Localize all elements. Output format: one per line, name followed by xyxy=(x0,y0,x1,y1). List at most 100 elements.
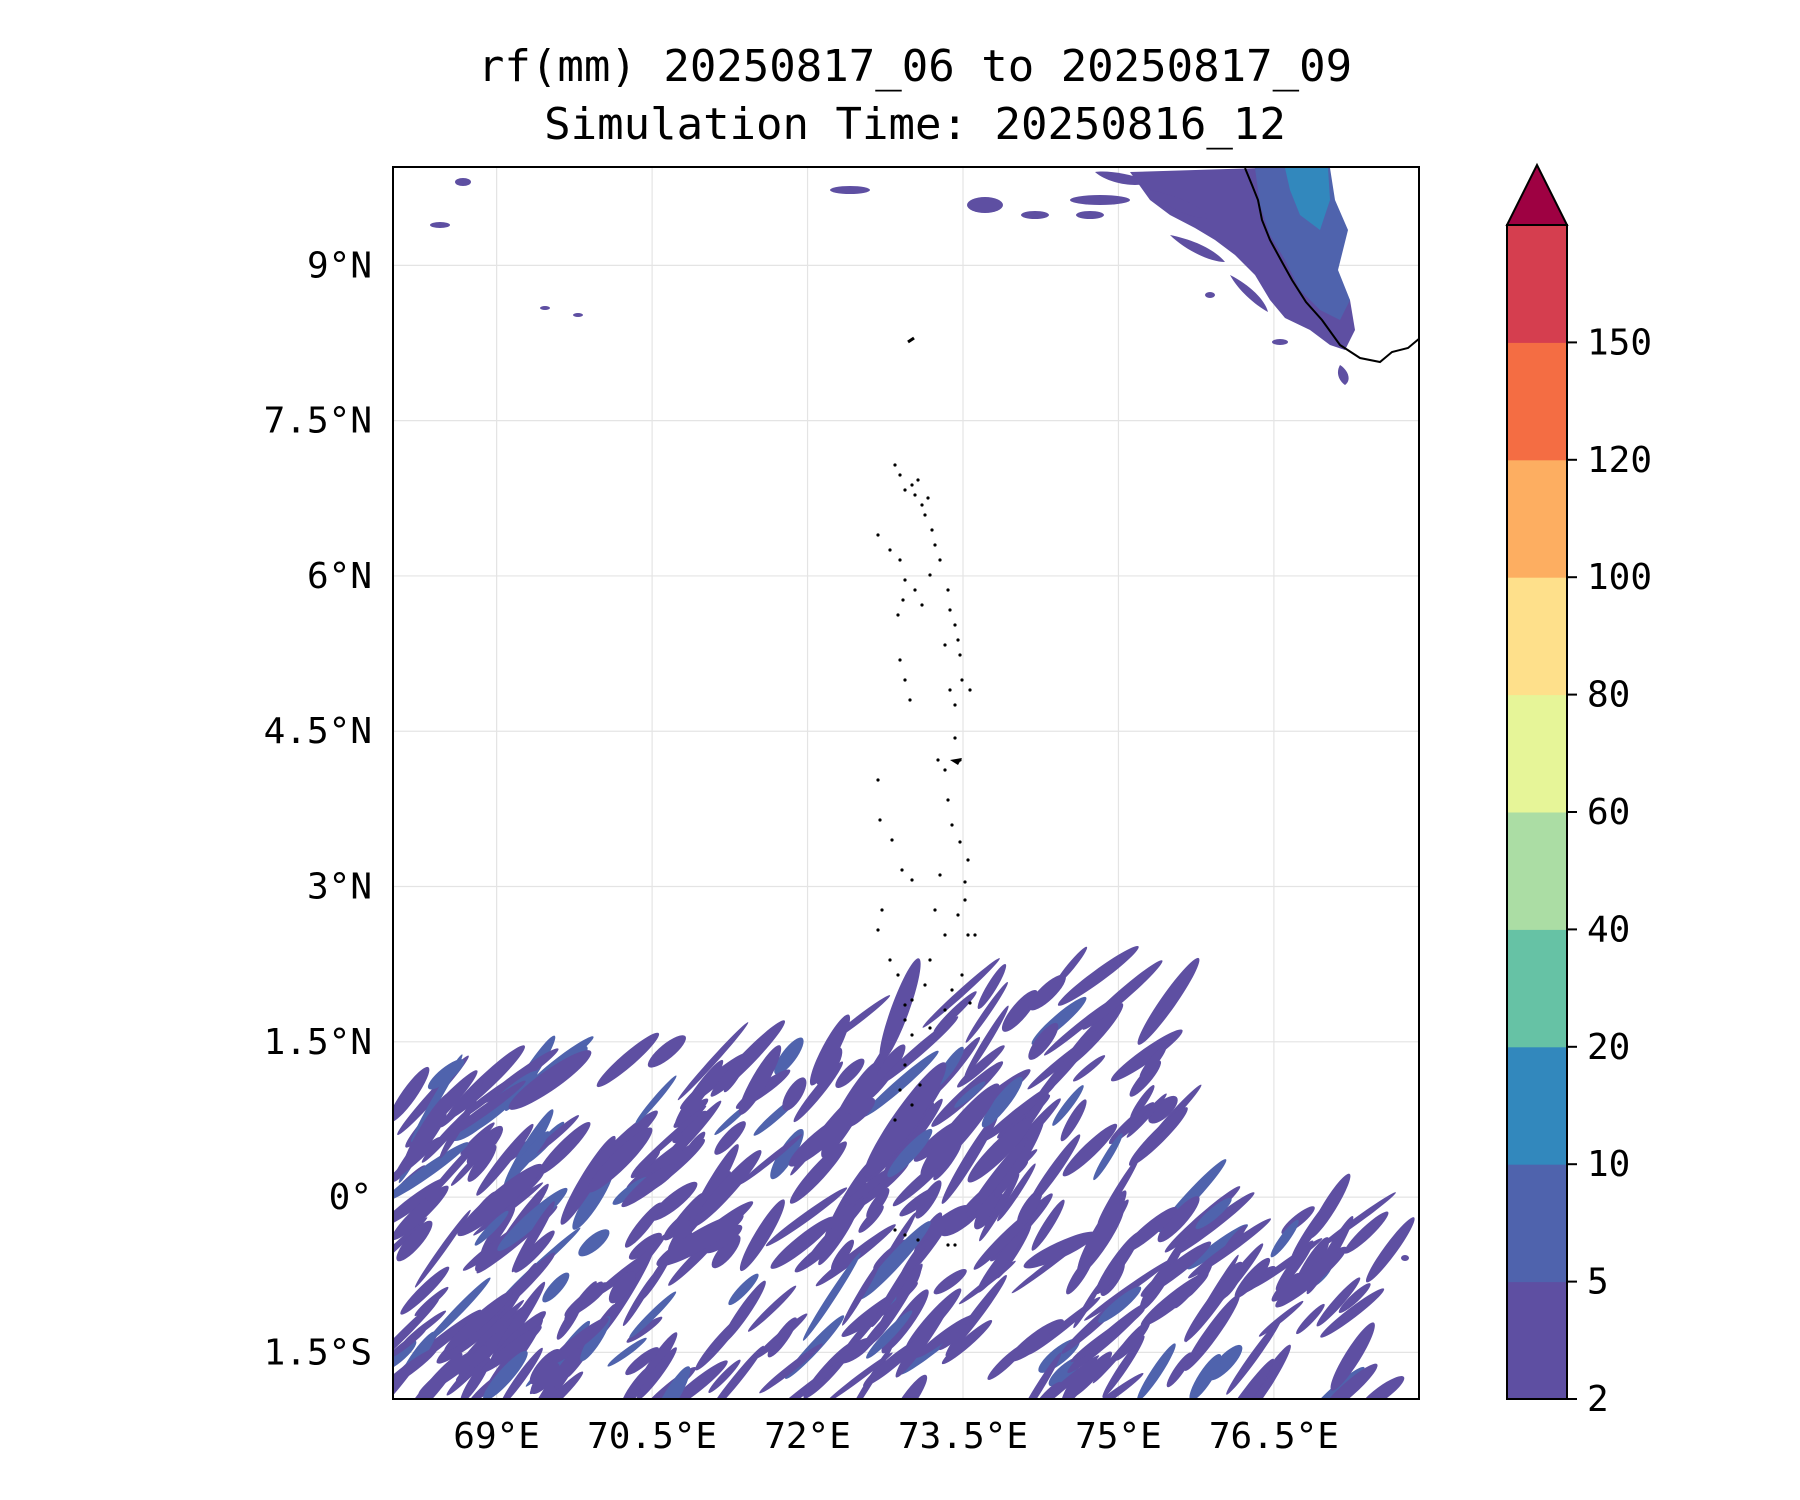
island-dot xyxy=(973,933,977,937)
rain-streak xyxy=(915,1315,972,1358)
rain-streak xyxy=(1028,974,1066,1011)
rain-streak xyxy=(1069,1351,1113,1398)
island-dot xyxy=(898,1088,902,1092)
rain-streak xyxy=(650,1181,698,1221)
island-dot xyxy=(956,913,960,917)
island-dot xyxy=(903,1003,907,1007)
island-dot xyxy=(950,823,954,827)
island-dot xyxy=(901,598,905,602)
rain-streak xyxy=(1330,1322,1375,1391)
rain-streak xyxy=(533,1115,580,1155)
colorbar-segment xyxy=(1507,694,1567,813)
colorbar-segment xyxy=(1507,812,1567,930)
rain-streak xyxy=(414,1286,449,1317)
lon-tick-label: 70.5°E xyxy=(587,1416,717,1457)
rain-streak xyxy=(542,1272,570,1303)
rain-streak xyxy=(739,1199,785,1272)
island-dot xyxy=(963,880,967,884)
rain-streak xyxy=(1195,1197,1232,1230)
island-dot xyxy=(958,840,962,844)
rain-streak xyxy=(560,1135,616,1225)
rain-streak xyxy=(635,1075,677,1124)
island-dot xyxy=(933,543,937,547)
rain-streak xyxy=(922,958,1000,1028)
island-dot xyxy=(946,588,950,592)
island-dot xyxy=(968,688,972,692)
rain-streak xyxy=(939,1320,975,1351)
island-dot xyxy=(916,478,920,482)
rain-streak xyxy=(497,1187,568,1251)
rain-streak xyxy=(1108,1102,1155,1145)
rain-streak xyxy=(393,1347,438,1392)
rain-streak xyxy=(578,1229,610,1257)
rain-streak xyxy=(436,1310,504,1364)
rain-streak xyxy=(957,1045,1005,1088)
rain-streak xyxy=(1073,1055,1106,1082)
island-dot xyxy=(956,638,960,642)
rain-streak xyxy=(1218,1261,1244,1300)
rain-streak xyxy=(695,1315,743,1371)
rain-streak-ne-3 xyxy=(1170,235,1225,262)
rain-streak xyxy=(1319,1363,1378,1399)
island-dot xyxy=(966,933,970,937)
rain-streak xyxy=(878,1016,959,1085)
lat-tick-label: 1.5°S xyxy=(264,1332,372,1373)
rain-streak xyxy=(625,1347,659,1376)
island-dot xyxy=(933,908,937,912)
rain-streak xyxy=(447,1080,526,1138)
rain-streak xyxy=(650,1100,722,1178)
rain-streak xyxy=(1129,1107,1188,1166)
island-dot xyxy=(943,933,947,937)
rainfall-field xyxy=(393,168,1415,1399)
rain-band xyxy=(738,1045,782,1115)
rain-streak xyxy=(677,1022,749,1101)
rain-streak xyxy=(1126,1093,1167,1138)
island-dot xyxy=(898,558,902,562)
rain-streak xyxy=(393,1185,449,1241)
island-dot xyxy=(953,703,957,707)
rain-streak xyxy=(774,1037,804,1075)
rain-streak xyxy=(1001,989,1038,1032)
rain-streak xyxy=(624,1202,663,1248)
island-dot xyxy=(920,503,924,507)
rain-streak xyxy=(941,1320,993,1365)
rain-streak xyxy=(596,1032,660,1088)
rain-streak xyxy=(964,1005,1009,1078)
colorbar-tick-label: 60 xyxy=(1587,792,1630,833)
rain-scattered-north xyxy=(430,178,1409,1261)
rain-streak xyxy=(1270,1219,1299,1258)
island-dot xyxy=(953,623,957,627)
rain-streak xyxy=(981,1076,1023,1128)
lat-tick-label: 3°N xyxy=(307,867,372,908)
rain-streak xyxy=(636,1347,677,1399)
longitude-tick-labels: 69°E 70.5°E 72°E 73.5°E 75°E 76.5°E xyxy=(453,1416,1339,1457)
rain-band-south xyxy=(393,945,1415,1399)
rain-streak xyxy=(891,1374,928,1399)
island-dot xyxy=(898,658,902,662)
colorbar-tick-label: 80 xyxy=(1587,675,1630,716)
rain-streak xyxy=(1028,1296,1101,1355)
lon-tick-label: 75°E xyxy=(1075,1416,1162,1457)
rain-streak xyxy=(770,1216,835,1269)
rain-band xyxy=(788,1113,852,1167)
rain-streak xyxy=(454,1078,512,1123)
rain-streak xyxy=(739,1134,803,1185)
latitude-tick-labels: 9°N 7.5°N 6°N 4.5°N 3°N 1.5°N 0° 1.5°S xyxy=(264,245,372,1373)
island-dot xyxy=(966,858,970,862)
island-dot xyxy=(953,736,957,740)
rain-streak xyxy=(411,1054,463,1143)
island-dot xyxy=(923,983,927,987)
island-dot xyxy=(893,1118,897,1122)
rain-streak xyxy=(474,1210,509,1246)
rain-band xyxy=(967,1117,1033,1183)
rain-streak xyxy=(954,1081,986,1108)
island-dot xyxy=(930,528,934,532)
rain-streak xyxy=(862,1050,939,1118)
rain-streak xyxy=(634,1105,707,1171)
lon-tick-label: 73.5°E xyxy=(898,1416,1028,1457)
rain-streak xyxy=(393,1142,469,1202)
rain-streak xyxy=(1137,957,1200,1045)
rain-streak xyxy=(1359,1376,1405,1399)
rain-streak xyxy=(896,1264,922,1303)
